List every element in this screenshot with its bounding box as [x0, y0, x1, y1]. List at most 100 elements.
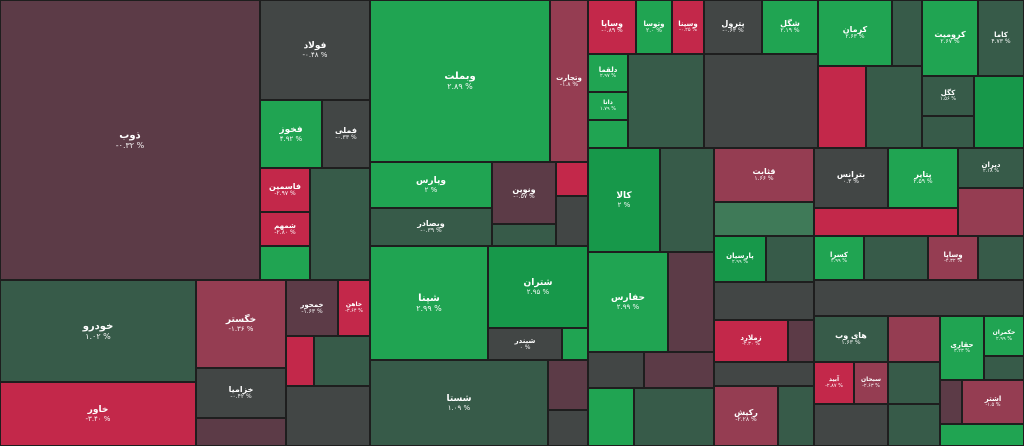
treemap-tile-khegostar[interactable]: خگستر -۱.۳۶ % [196, 280, 286, 368]
tile-symbol: خگستر [225, 314, 257, 325]
treemap-tile[interactable] [644, 352, 714, 388]
treemap-tile-ashtar[interactable]: اشتر -۱.۵ % [962, 380, 1024, 424]
treemap-tile-petaier[interactable]: پتایر ۲.۵۹ % [888, 148, 958, 208]
treemap-tile-dibran[interactable]: دیران ۲.۱۸ % [958, 148, 1024, 188]
treemap-tile-kama[interactable]: کاما ۴.۷۳ % [978, 0, 1024, 76]
treemap-tile[interactable] [714, 282, 814, 320]
treemap-tile[interactable] [660, 148, 714, 252]
treemap-tile[interactable] [548, 360, 588, 410]
treemap-tile-dana[interactable]: دانا ۱.۷۹ % [588, 92, 628, 120]
treemap-tile-shebandar[interactable]: شبندر ۰ % [488, 328, 562, 360]
treemap-tile-qathar[interactable]: قثابت ۱.۶۶ % [714, 148, 814, 202]
treemap-tile-kala[interactable]: کالا ۲ % [588, 148, 660, 252]
treemap-tile-hafars[interactable]: حفارس ۲.۹۹ % [588, 252, 668, 352]
treemap-tile[interactable] [974, 76, 1024, 148]
treemap-tile[interactable] [668, 252, 714, 352]
treemap-tile[interactable] [888, 362, 940, 404]
treemap-tile-vebsader[interactable]: وبصادر -۰.۳۹ % [370, 208, 492, 246]
treemap-tile-petrol[interactable]: پترول -۰.۶۳ % [704, 0, 762, 54]
treemap-tile[interactable] [556, 162, 588, 196]
treemap-tile[interactable] [814, 404, 888, 446]
treemap-tile[interactable] [634, 388, 714, 446]
treemap-tile[interactable] [888, 316, 940, 362]
treemap-tile[interactable] [978, 236, 1024, 280]
tile-change: ۱.۰۲ % [85, 332, 111, 342]
treemap-tile-khahen[interactable]: خاهن -۳.۶۴ % [338, 280, 370, 336]
treemap-tile[interactable] [714, 202, 814, 236]
treemap-tile-vesapa2[interactable]: وساپا -۲.۳۲ % [928, 236, 978, 280]
treemap-tile[interactable] [286, 386, 370, 446]
treemap-tile[interactable] [984, 356, 1024, 380]
treemap-tile-khodro[interactable]: خودرو ۱.۰۲ % [0, 280, 196, 382]
treemap-tile[interactable] [588, 388, 634, 446]
treemap-tile-haiweb[interactable]: های وب ۱.۶۳ % [814, 316, 888, 362]
treemap-tile-shetran[interactable]: شتران ۲.۹۵ % [488, 246, 588, 328]
treemap-tile-khazamia[interactable]: خزامیا -۰.۴۲ % [196, 368, 286, 418]
treemap-tile[interactable] [766, 236, 814, 282]
treemap-tile-vesina[interactable]: وسینا -۰.۲۵ % [672, 0, 704, 54]
treemap-tile-fasmin[interactable]: فاسمین -۲.۹۷ % [260, 168, 310, 212]
treemap-tile-fulad[interactable]: فولاد -۰.۴۸ % [260, 0, 370, 100]
treemap-tile[interactable] [778, 386, 814, 446]
treemap-tile-parsian[interactable]: پارسیان ۲.۹۹ % [714, 236, 766, 282]
treemap-tile-vesapa[interactable]: وساپا -۰.۸۹ % [588, 0, 636, 54]
treemap-tile[interactable] [548, 410, 588, 446]
treemap-tile[interactable] [286, 336, 314, 386]
treemap-tile[interactable] [958, 188, 1024, 236]
treemap-tile-khavar[interactable]: خاور -۳.۴۰ % [0, 382, 196, 446]
treemap-tile[interactable] [260, 246, 310, 280]
treemap-tile-shegol[interactable]: شگل ۲.۱۹ % [762, 0, 818, 54]
treemap-tile[interactable] [714, 362, 814, 386]
treemap-tile-vanvin[interactable]: ونوین -۰.۵۷ % [492, 162, 556, 224]
treemap-tile[interactable] [492, 224, 556, 246]
tile-symbol: فخوز [279, 124, 303, 135]
treemap-tile-haqari[interactable]: حقاری ۳.۲۳ % [940, 316, 984, 380]
treemap-tile[interactable] [866, 66, 922, 148]
treemap-tile-kesra[interactable]: کسرا ۲.۹۹ % [814, 236, 864, 280]
treemap-tile-hakhraz[interactable]: حکمران ۲.۹۹ % [984, 316, 1024, 356]
treemap-tile[interactable] [888, 404, 940, 446]
treemap-tile[interactable] [196, 418, 286, 446]
treemap-tile-fakhuz[interactable]: فخوز ۴.۹۲ % [260, 100, 322, 168]
treemap-tile[interactable] [628, 54, 704, 148]
treemap-tile-arian[interactable]: آبید -۲.۸۷ % [814, 362, 854, 404]
treemap-tile-shasta[interactable]: شستا ۱.۰۹ % [370, 360, 548, 446]
treemap-tile-dalqam[interactable]: دلقما ۲.۹۷ % [588, 54, 628, 92]
treemap-tile[interactable] [314, 336, 370, 386]
treemap-tile[interactable] [704, 54, 818, 148]
treemap-tile-rekish[interactable]: رکیش -۲.۲۸ % [714, 386, 778, 446]
tile-symbol: خاهن [345, 300, 363, 308]
treemap-tile[interactable] [310, 168, 370, 280]
treemap-tile-vepars[interactable]: وپارس ۲ % [370, 162, 492, 208]
treemap-tile-kegol[interactable]: کگل ۱.۵۶ % [922, 76, 974, 116]
tile-symbol: وتجارت [556, 73, 582, 82]
treemap-tile-zemelard[interactable]: زملارد -۲.۳۰ % [714, 320, 788, 362]
treemap-tile-bayan[interactable]: سبحان -۲.۶۳ % [854, 362, 888, 404]
treemap-tile[interactable] [588, 120, 628, 148]
treemap-tile-zob[interactable]: ذوب -۰.۳۲ % [0, 0, 260, 280]
treemap-tile[interactable] [588, 352, 644, 388]
treemap-tile-kerman[interactable]: کرمان ۲.۶۳ % [818, 0, 892, 66]
treemap-tile-betrans[interactable]: بترانس ۰.۳ % [814, 148, 888, 208]
treemap-tile-shepna[interactable]: شپنا ۲.۹۹ % [370, 246, 488, 360]
tile-change: -۳.۶۴ % [345, 307, 363, 314]
treemap-tile-vetosa[interactable]: وتوسا ۲.۰ % [636, 0, 672, 54]
treemap-tile[interactable] [562, 328, 588, 360]
treemap-tile[interactable] [556, 196, 588, 246]
treemap-tile-kermit[interactable]: کرومیت ۲.۶۷ % [922, 0, 978, 76]
treemap-tile-shamham[interactable]: شمهم -۲.۸۰ % [260, 212, 310, 246]
tile-symbol: حکمران [992, 328, 1016, 336]
treemap-tile-vetejarat[interactable]: وتجارت -۱.۸ % [550, 0, 588, 162]
treemap-tile[interactable] [940, 380, 962, 424]
treemap-tile-khamehvar[interactable]: خمحور -۱.۶۳ % [286, 280, 338, 336]
treemap-tile[interactable] [814, 208, 958, 236]
treemap-tile[interactable] [922, 116, 974, 148]
treemap-tile[interactable] [892, 0, 922, 66]
treemap-tile[interactable] [940, 424, 1024, 446]
treemap-tile[interactable] [864, 236, 928, 280]
treemap-tile-vebmelat[interactable]: وبملت ۲.۸۹ % [370, 0, 550, 162]
treemap-tile[interactable] [814, 280, 1024, 316]
treemap-tile-fameli[interactable]: فملی -۰.۳۳ % [322, 100, 370, 168]
treemap-tile[interactable] [788, 320, 814, 362]
treemap-tile[interactable] [818, 66, 866, 148]
